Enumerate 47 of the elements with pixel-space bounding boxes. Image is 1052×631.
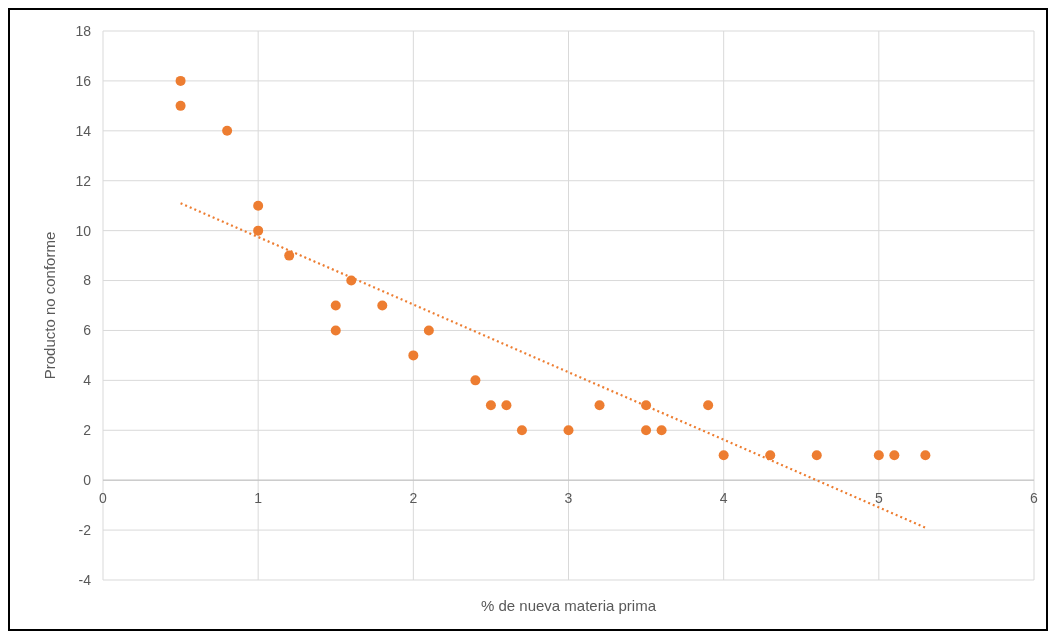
x-tick-label: 4 bbox=[719, 490, 728, 507]
point bbox=[656, 425, 667, 436]
y-tick-label: 2 bbox=[83, 422, 92, 439]
point bbox=[330, 325, 341, 336]
point bbox=[175, 75, 186, 86]
point bbox=[594, 400, 605, 411]
y-tick-label: 8 bbox=[83, 272, 92, 289]
x-axis-title: % de nueva materia prima bbox=[480, 597, 657, 614]
y-tick-label: 4 bbox=[83, 372, 92, 389]
y-tick-label: 10 bbox=[75, 222, 92, 239]
x-tick-label: 2 bbox=[409, 490, 418, 507]
x-tick-label: 3 bbox=[564, 490, 573, 507]
point bbox=[470, 375, 481, 386]
point bbox=[641, 425, 652, 436]
y-tick-label: 12 bbox=[75, 172, 92, 189]
point bbox=[485, 400, 496, 411]
x-tick-label: 0 bbox=[99, 490, 108, 507]
point bbox=[222, 125, 233, 136]
point bbox=[718, 450, 729, 461]
point bbox=[811, 450, 822, 461]
point bbox=[563, 425, 574, 436]
point bbox=[377, 300, 388, 311]
y-tick-label: -4 bbox=[78, 571, 92, 588]
point bbox=[889, 450, 900, 461]
point bbox=[873, 450, 884, 461]
point bbox=[408, 350, 419, 361]
point bbox=[330, 300, 341, 311]
point bbox=[920, 450, 931, 461]
point bbox=[175, 100, 186, 111]
y-tick-label: 0 bbox=[83, 472, 92, 489]
point bbox=[765, 450, 776, 461]
point bbox=[516, 425, 527, 436]
point bbox=[703, 400, 714, 411]
point bbox=[253, 225, 264, 236]
x-tick-label: 6 bbox=[1030, 490, 1039, 507]
y-tick-label: 16 bbox=[75, 72, 92, 89]
y-tick-label: 14 bbox=[75, 122, 92, 139]
point bbox=[423, 325, 434, 336]
y-tick-label: 18 bbox=[75, 22, 92, 39]
point bbox=[253, 200, 264, 211]
y-axis-title: Producto no conforme bbox=[41, 231, 58, 380]
y-tick-label: -2 bbox=[78, 521, 92, 538]
point bbox=[284, 250, 295, 261]
x-tick-label: 1 bbox=[254, 490, 263, 507]
x-tick-label: 5 bbox=[874, 490, 883, 507]
y-tick-label: 6 bbox=[83, 322, 92, 339]
point bbox=[501, 400, 512, 411]
